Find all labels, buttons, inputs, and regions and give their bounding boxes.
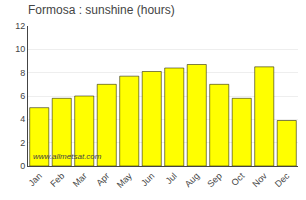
svg-text:Jun: Jun	[139, 171, 156, 188]
svg-text:2: 2	[20, 138, 25, 148]
svg-text:www.allmetsat.com: www.allmetsat.com	[33, 152, 102, 161]
svg-text:Formosa : sunshine (hours): Formosa : sunshine (hours)	[28, 3, 175, 17]
svg-text:May: May	[115, 170, 134, 189]
svg-text:8: 8	[20, 68, 25, 78]
svg-text:Feb: Feb	[48, 171, 66, 189]
svg-text:Nov: Nov	[250, 170, 269, 189]
svg-text:12: 12	[15, 21, 25, 31]
svg-text:Apr: Apr	[94, 171, 111, 188]
svg-text:Oct: Oct	[229, 170, 246, 187]
svg-text:Mar: Mar	[71, 171, 89, 189]
svg-text:Jul: Jul	[164, 171, 179, 186]
svg-text:0: 0	[20, 161, 25, 171]
svg-text:Dec: Dec	[273, 170, 292, 189]
svg-text:6: 6	[20, 91, 25, 101]
svg-text:4: 4	[20, 114, 25, 124]
svg-text:Aug: Aug	[183, 171, 201, 189]
svg-text:10: 10	[15, 44, 25, 54]
svg-text:Sep: Sep	[205, 171, 223, 189]
svg-text:Jan: Jan	[27, 171, 44, 188]
